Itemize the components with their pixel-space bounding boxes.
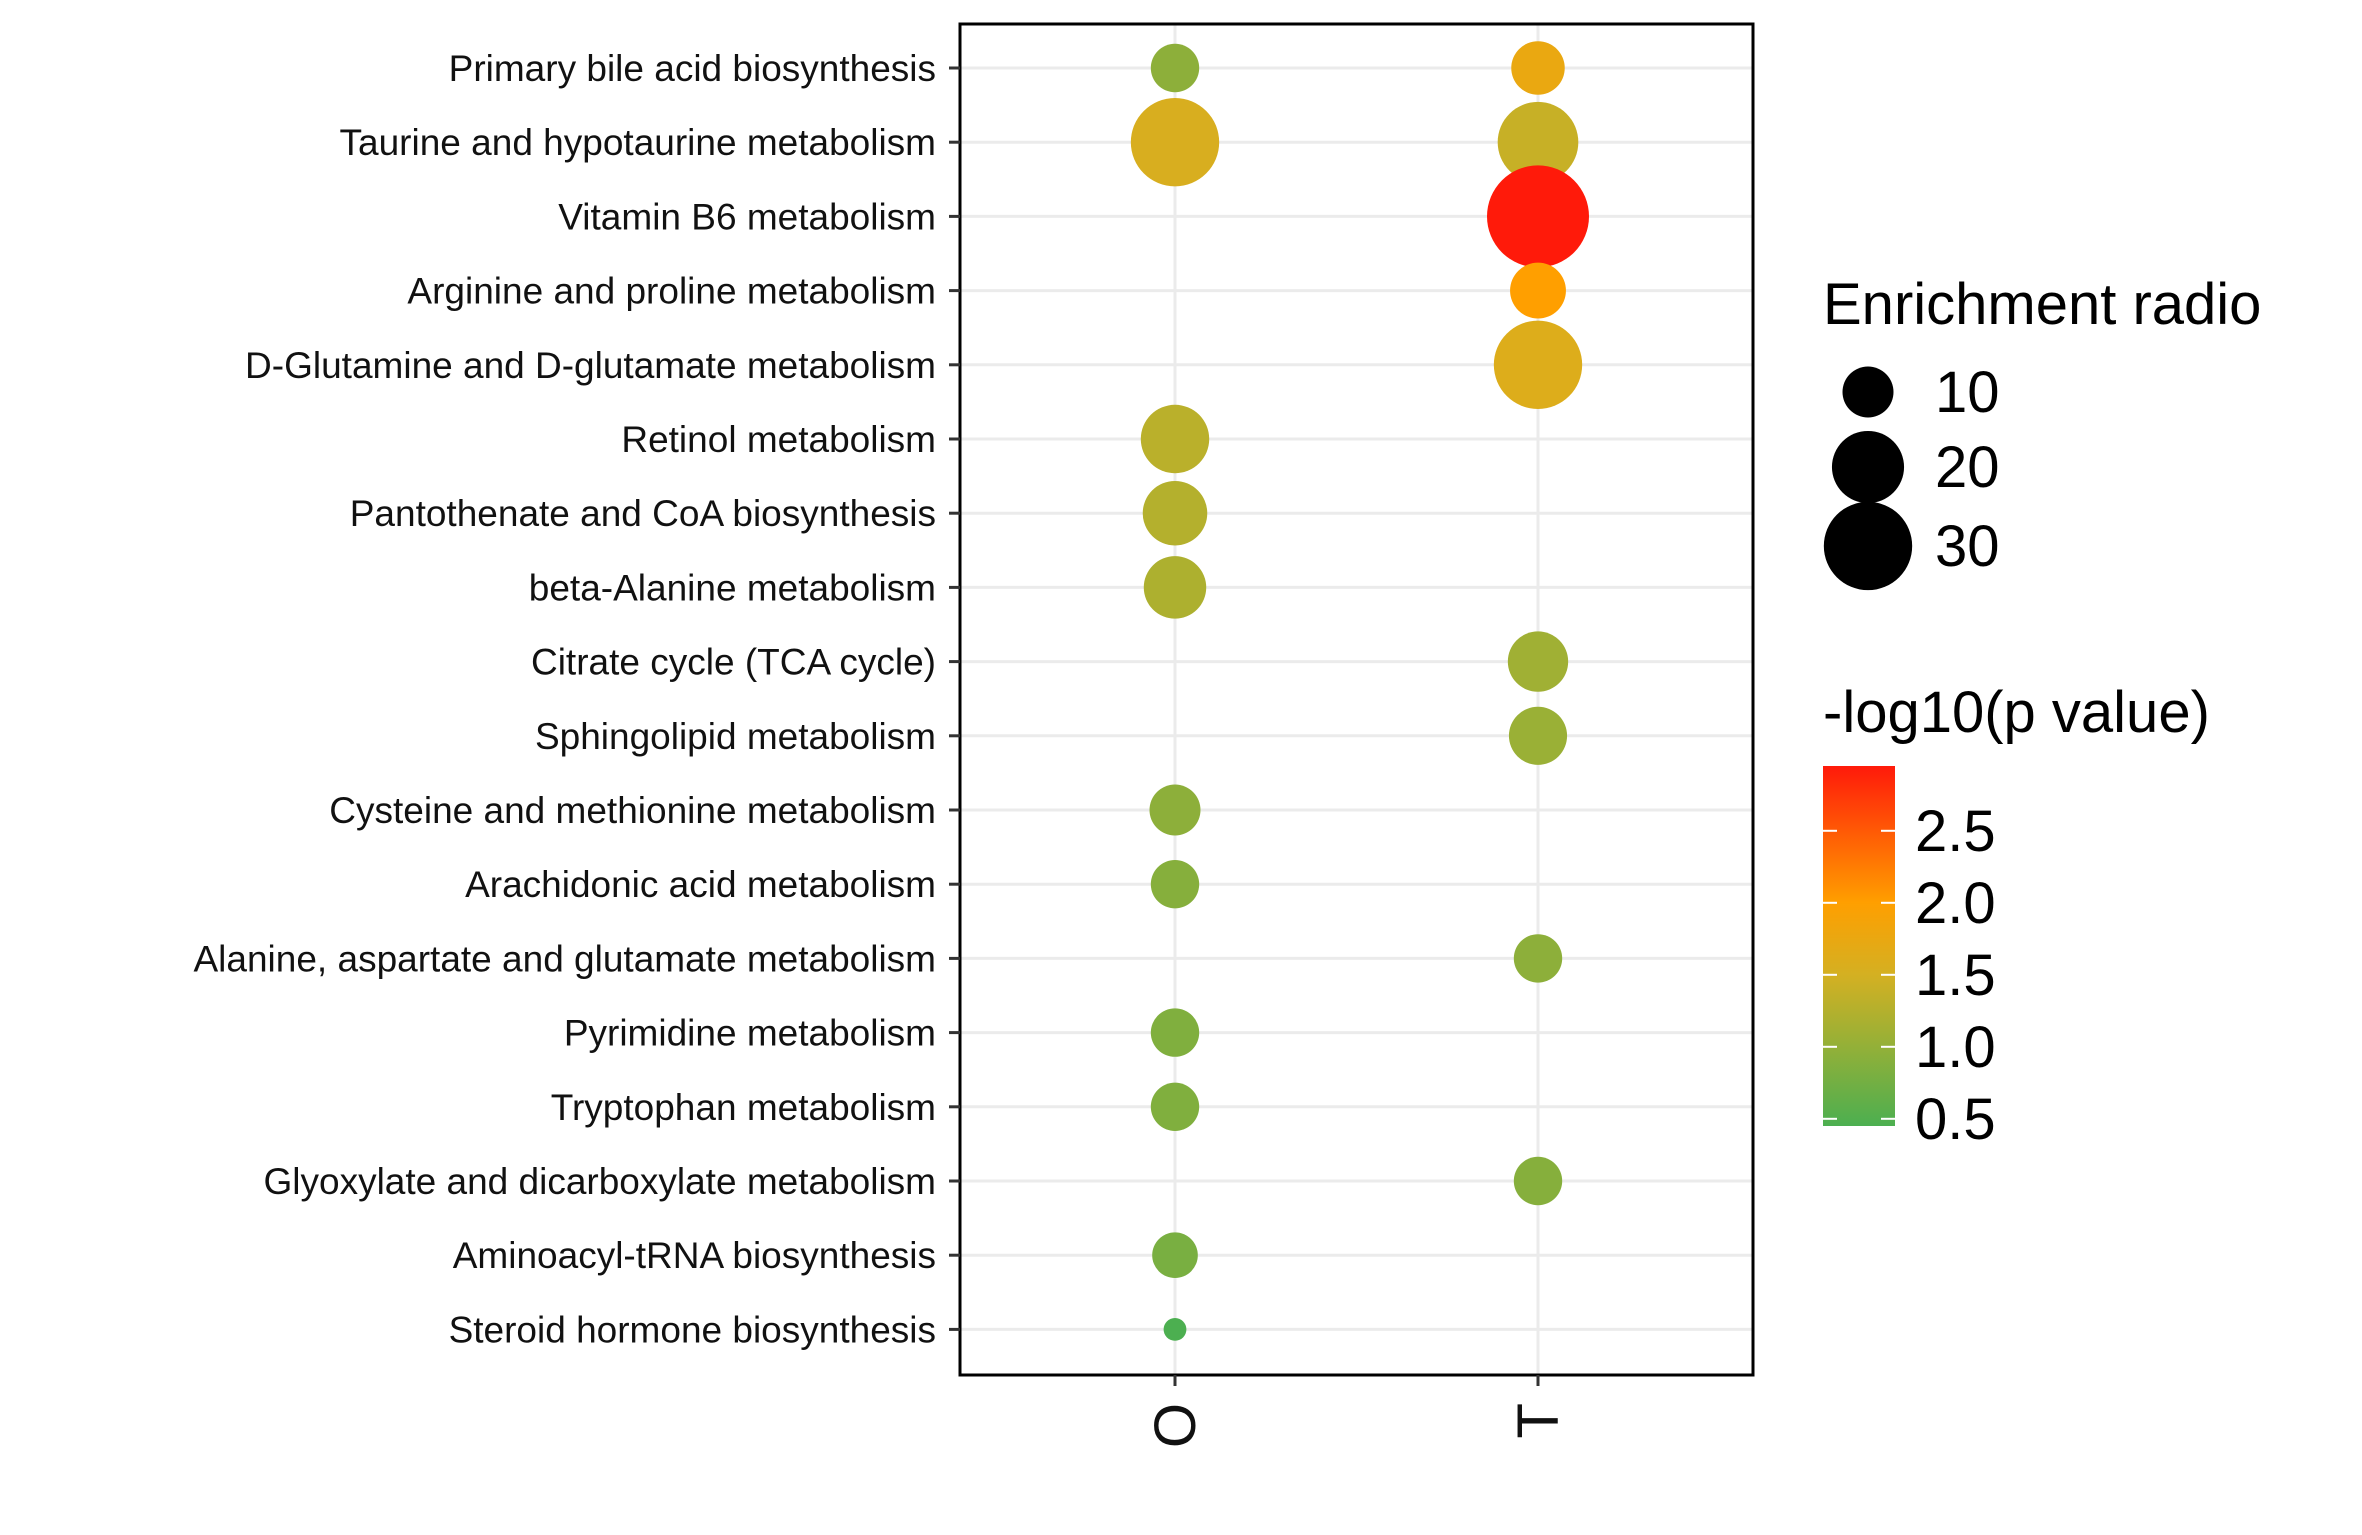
data-point (1150, 43, 1200, 93)
y-tick-label: Taurine and hypotaurine metabolism (340, 122, 936, 163)
color-legend-bar (1823, 766, 1895, 1126)
data-point (1150, 860, 1200, 909)
color-legend-title: -log10(p value) (1823, 680, 2210, 745)
data-point (1143, 556, 1207, 619)
y-tick-label: Pantothenate and CoA biosynthesis (350, 493, 936, 534)
y-tick-label: D-Glutamine and D-glutamate metabolism (245, 345, 936, 386)
size-legend: Enrichment radio 10 20 30 (1823, 272, 2261, 591)
y-tick-label: Tryptophan metabolism (551, 1087, 936, 1128)
size-legend-label: 20 (1935, 435, 2000, 500)
color-legend-label: 2.5 (1915, 799, 1996, 864)
size-legend-label: 30 (1935, 514, 2000, 579)
data-points (1130, 41, 1589, 1341)
data-point (1497, 101, 1579, 183)
data-point (1510, 262, 1566, 319)
y-tick-label: Primary bile acid biosynthesis (449, 48, 936, 89)
color-legend-label: 0.5 (1915, 1087, 1996, 1152)
y-tick-label: Cysteine and methionine metabolism (329, 790, 936, 831)
y-tick-label: Alanine, aspartate and glutamate metabol… (194, 938, 937, 979)
data-point (1150, 1082, 1200, 1131)
size-legend-circle (1831, 430, 1905, 504)
size-legend-title: Enrichment radio (1823, 272, 2261, 337)
y-tick-label: Pyrimidine metabolism (564, 1013, 936, 1054)
color-legend-label: 1.0 (1915, 1015, 1996, 1080)
y-tick-label: Arachidonic acid metabolism (465, 864, 936, 905)
y-tick-label: Vitamin B6 metabolism (558, 196, 936, 237)
y-tick-label: Glyoxylate and dicarboxylate metabolism (264, 1161, 937, 1202)
data-point (1513, 1156, 1563, 1206)
y-tick-label: beta-Alanine metabolism (529, 567, 936, 608)
data-point (1163, 1318, 1187, 1341)
color-legend: -log10(p value) 0.5 1.0 1.5 2.0 2.5 (1823, 680, 2210, 1152)
size-legend-circle (1823, 501, 1913, 591)
data-point (1140, 404, 1210, 474)
data-point (1150, 1008, 1200, 1057)
data-point (1507, 631, 1569, 692)
size-legend-label: 10 (1935, 360, 2000, 425)
color-legend-label: 2.0 (1915, 871, 1996, 936)
data-point (1508, 706, 1568, 765)
y-tick-label: Arginine and proline metabolism (407, 271, 936, 312)
y-axis: Primary bile acid biosynthesis Taurine an… (194, 48, 960, 1350)
data-point (1130, 98, 1220, 187)
data-point (1493, 320, 1583, 409)
data-point (1487, 165, 1589, 268)
grid-lines (960, 24, 1753, 1375)
y-tick-label: Steroid hormone biosynthesis (449, 1309, 936, 1350)
color-legend-label: 1.5 (1915, 943, 1996, 1008)
x-tick-label: O (1143, 1403, 1208, 1448)
y-tick-label: Citrate cycle (TCA cycle) (531, 642, 936, 683)
data-point (1152, 1232, 1198, 1279)
plot-panel-border (958, 22, 1755, 1377)
y-tick-label: Retinol metabolism (621, 419, 936, 460)
x-tick-label: T (1506, 1403, 1571, 1438)
data-point (1511, 41, 1565, 95)
data-point (1149, 784, 1201, 836)
y-tick-label: Sphingolipid metabolism (535, 716, 936, 757)
data-point (1513, 934, 1563, 983)
data-point (1142, 480, 1208, 546)
size-legend-circle (1842, 366, 1894, 418)
y-tick-label: Aminoacyl-tRNA biosynthesis (453, 1235, 936, 1276)
